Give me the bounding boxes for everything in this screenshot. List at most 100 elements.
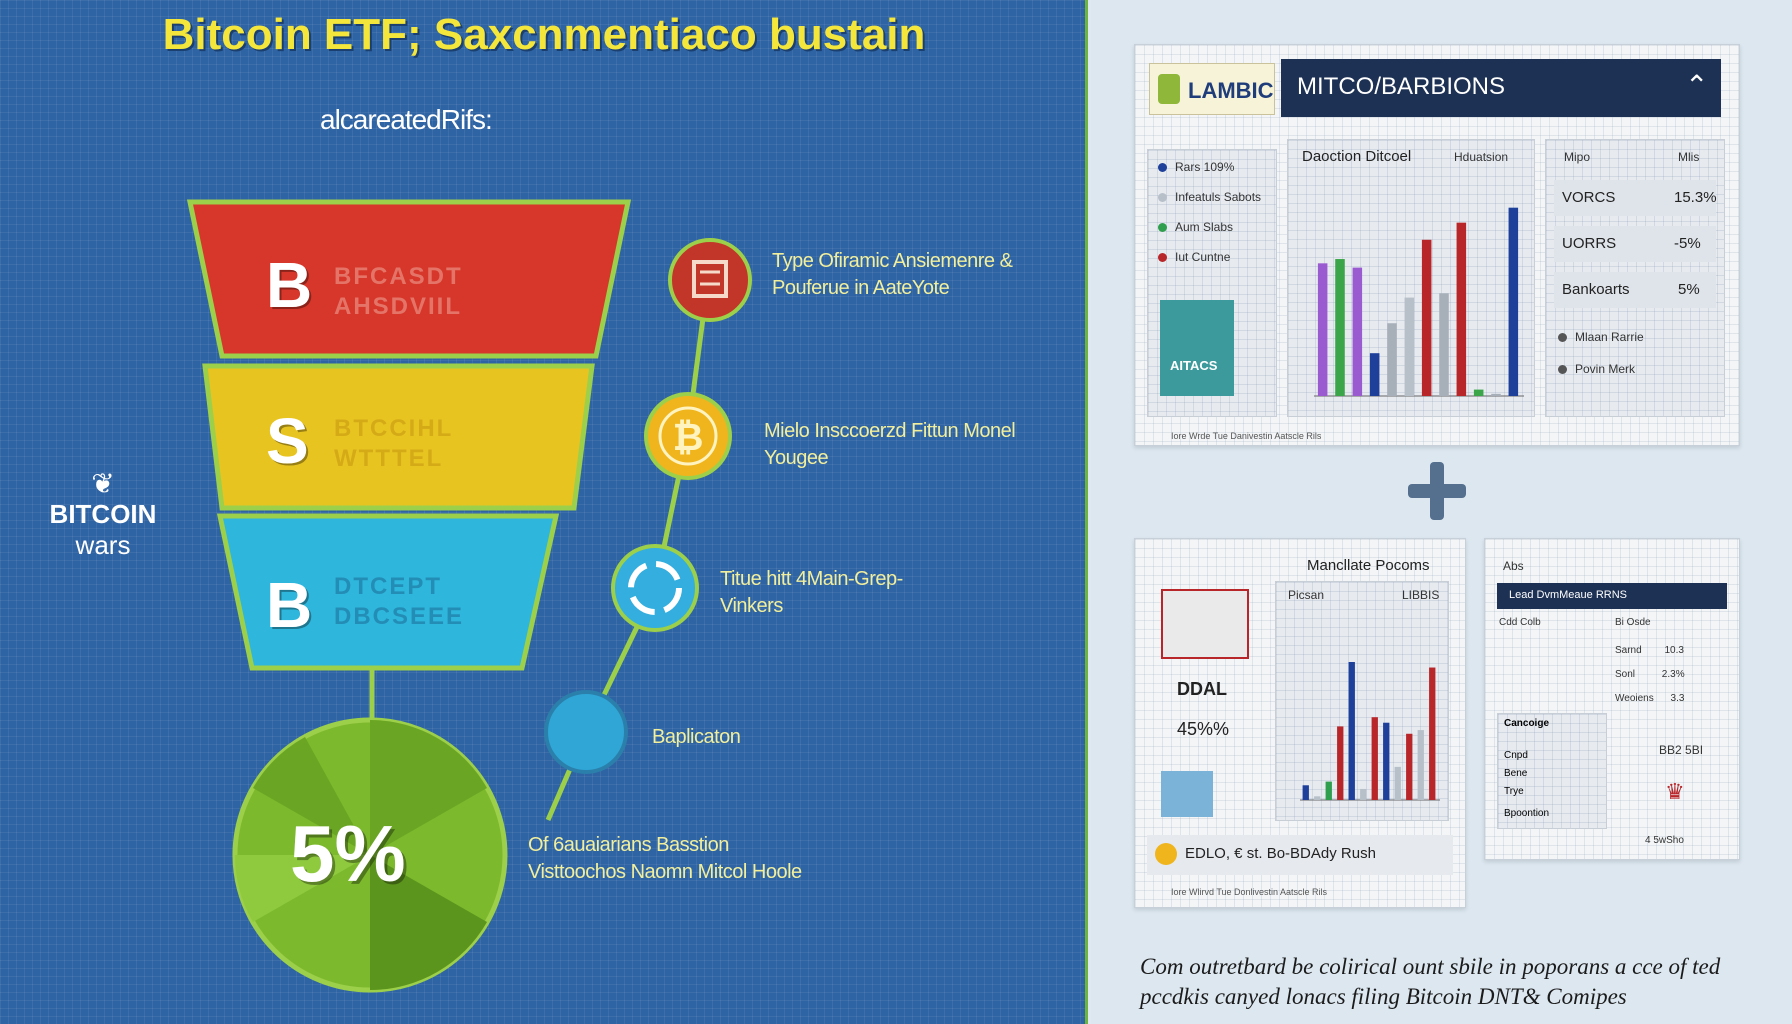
table-row-label: VORCS — [1562, 189, 1616, 206]
logo-text: LAMBIC — [1188, 78, 1274, 103]
funnel-tier-2 — [202, 363, 595, 511]
table-row-value: -5% — [1674, 235, 1701, 252]
chart-bar — [1508, 207, 1519, 396]
brand-line-2: wars — [75, 530, 131, 560]
trophy-icon: ♛ — [1665, 779, 1685, 804]
pie-chart — [232, 717, 508, 993]
chart-bar — [1417, 730, 1424, 800]
legend-item-2: Infeatuls Sabots — [1158, 190, 1261, 204]
funnel-tier-1 — [186, 199, 632, 359]
footnote-line-2: Visttoochos Naomn Mitcol Hoole — [528, 861, 802, 883]
card3-row: Bi Osde — [1615, 617, 1651, 628]
dashboard-card-secondary: Mancllate Pocoms DDAL 45%% Picsan LIBBIS… — [1134, 538, 1466, 908]
bank-icon — [692, 260, 728, 298]
pie-slice — [235, 855, 370, 922]
funnel-graphic: ₿ — [186, 199, 752, 993]
chart-bar — [1371, 717, 1378, 800]
card3-footer: 4 5wSho — [1645, 835, 1684, 846]
tier-2-letter: S — [266, 405, 309, 477]
chart-bar — [1325, 781, 1332, 800]
legend-item-4: Iut Cuntne — [1158, 250, 1230, 264]
aitacs-badge-icon: AITACS — [1160, 300, 1234, 396]
chart1-title: Daoction Ditcoel — [1302, 148, 1412, 165]
footnote-line-1: Of 6auaiarians Basstion — [528, 834, 729, 856]
card3-section-row: Bpoontion — [1504, 808, 1550, 819]
step-3-text: Titue hitt 4Main-Grep- Vinkers — [720, 566, 903, 620]
step-2-line-2: Yougee — [764, 447, 829, 469]
footnote-text: Of 6auaiarians Basstion Visttoochos Naom… — [528, 832, 802, 886]
card3-section-row: Cnpd — [1504, 750, 1528, 761]
table-extra-2: Povin Merk — [1558, 362, 1635, 376]
card3-header-bar: Lead DvmMeaue RRNS — [1497, 583, 1727, 609]
legend-item-1: Rars 109% — [1158, 160, 1234, 174]
chart-bar — [1456, 222, 1467, 396]
table-row-value: 5% — [1678, 281, 1700, 298]
chart2-subtitle-left: Picsan — [1288, 588, 1325, 602]
step-circle-4 — [544, 690, 628, 774]
tier-2-text: BTCCIHL WTTTEL — [334, 415, 454, 472]
step-circle-2: ₿ — [644, 392, 732, 480]
card3-row: Sonl 2.3% — [1615, 669, 1685, 680]
table-row-value: 15.3% — [1674, 189, 1717, 206]
coin-icon — [1155, 843, 1177, 865]
chevron-up-icon[interactable]: ⌃ — [1685, 70, 1709, 101]
funnel-tier-3 — [216, 513, 560, 671]
legend-panel: Rars 109% Infeatuls Sabots Aum Slabs Iut… — [1147, 149, 1277, 417]
chart-bar — [1348, 662, 1355, 800]
chart-bar — [1335, 259, 1345, 396]
chart-bar — [1302, 785, 1309, 800]
step-3-line-2: Vinkers — [720, 595, 783, 617]
brand-block: ❦ BITCOIN wars — [38, 468, 168, 561]
card2-title: Mancllate Pocoms — [1307, 557, 1430, 574]
section-subtitle: alcareatedRifs: — [320, 104, 493, 135]
card3-section: Cancoige Cnpd Bene Trye Bpoontion — [1497, 713, 1607, 829]
badge-label: AITACS — [1170, 358, 1218, 373]
step-circle-1 — [668, 238, 752, 322]
step-1-line-2: Pouferue in AateYote — [772, 277, 950, 299]
table-row: VORCS 15.3% — [1554, 180, 1717, 216]
bitcoin-wars-logo-icon: ❦ — [91, 468, 115, 499]
chart-bar — [1314, 796, 1321, 800]
card-header-title: MITCO/BARBIONS — [1297, 73, 1506, 100]
chart-panel-2: Picsan LIBBIS — [1275, 581, 1449, 821]
table-head-2: Mlis — [1678, 150, 1700, 164]
tier-1-letter: B — [266, 249, 313, 321]
chart-bar — [1369, 353, 1380, 396]
metrics-table: Mipo Mlis VORCS 15.3% UORRS -5% Bankoart… — [1545, 139, 1725, 417]
card3-row: Sarnd 10.3 — [1615, 645, 1684, 656]
pie-slice — [370, 720, 487, 855]
table-row: UORRS -5% — [1554, 226, 1716, 262]
card3-section-row: Trye — [1504, 786, 1524, 797]
market-thumbnail-icon — [1161, 589, 1249, 659]
chart-bar — [1439, 293, 1449, 396]
chart1-title-right: Hduatsion — [1454, 150, 1509, 164]
left-infographic-panel: Bitcoin ETF; Saxcnmentiaco bustain alcar… — [0, 0, 1088, 1024]
card2-coin-row: EDLO, € st. Bo-BDAdy Rush — [1147, 835, 1453, 875]
plus-icon — [1430, 462, 1444, 520]
step-1-line-1: Type Ofiramic Ansiemenre & — [772, 250, 1013, 272]
logo-box: LAMBIC — [1149, 63, 1275, 115]
pie-slice — [253, 737, 370, 855]
bar-chart-2 — [1300, 662, 1440, 801]
tier-3-letter: B — [266, 569, 313, 641]
table-extra-1: Mlaan Rarrie — [1558, 330, 1644, 344]
card1-footer: Iore Wrde Tue Danivestin Aatscle Rils — [1171, 431, 1322, 441]
chart2-subtitle-right: LIBBIS — [1402, 588, 1440, 602]
card2-coin-text: EDLO, € st. Bo-BDAdy Rush — [1185, 845, 1376, 862]
chart-panel-1: Daoction Ditcoel Hduatsion — [1287, 139, 1535, 417]
step-4-text: Baplicaton — [652, 724, 741, 751]
legend-item-3: Aum Slabs — [1158, 220, 1233, 234]
card2-stat-label: DDAL — [1177, 679, 1227, 699]
pie-percentage-label: 5% — [290, 809, 406, 898]
caption-line-1: Com outretbard be colirical ount sbile i… — [1140, 954, 1721, 979]
pie-slice — [370, 855, 487, 990]
step-3-line-1: Titue hitt 4Main-Grep- — [720, 568, 903, 590]
caption-line-2: pccdkis canyed lonacs filing Bitcoin DNT… — [1140, 984, 1627, 1009]
card3-row: Cdd Colb — [1499, 617, 1541, 628]
chart-bar — [1406, 733, 1413, 800]
step-2-text: Mielo Insccoerzd Fittun Monel Yougee — [764, 418, 1016, 472]
chart-bar — [1473, 389, 1484, 396]
chart-bar — [1360, 788, 1367, 800]
table-head-1: Mipo — [1564, 150, 1591, 164]
step-2-line-1: Mielo Insccoerzd Fittun Monel — [764, 420, 1016, 442]
